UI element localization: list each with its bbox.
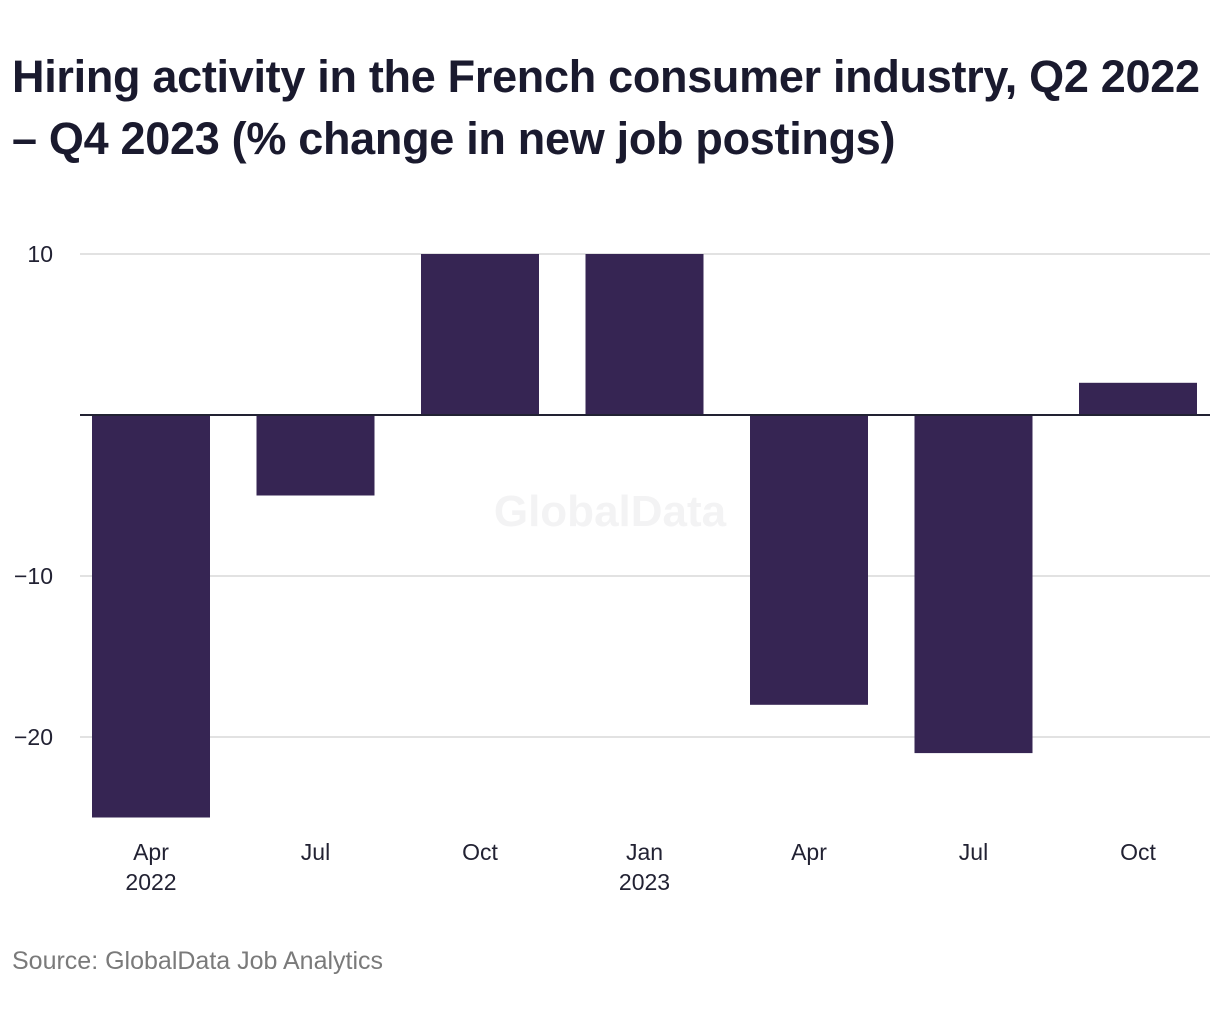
bar-oct-2022 xyxy=(421,254,539,415)
x-tick-label: Oct xyxy=(462,839,498,865)
x-tick-year-label: 2023 xyxy=(619,869,670,895)
x-tick-label: Jan xyxy=(626,839,663,865)
x-tick-label: Apr xyxy=(133,839,169,865)
chart-title: Hiring activity in the French consumer i… xyxy=(12,51,1200,164)
y-tick-label: 10 xyxy=(27,241,53,267)
bar-apr-2023 xyxy=(750,415,868,705)
bar-oct-2023 xyxy=(1079,382,1197,415)
x-tick-label: Oct xyxy=(1120,839,1156,865)
watermark-text: GlobalData xyxy=(494,487,727,536)
bar-jul-2022 xyxy=(256,415,375,496)
x-axis-ticks: Apr 2022 Jul Oct Jan 2023 Apr Jul Oct xyxy=(125,839,1156,895)
x-tick-label: Jul xyxy=(959,839,988,865)
y-tick-label: −10 xyxy=(14,563,53,589)
source-note: Source: GlobalData Job Analytics xyxy=(12,947,384,975)
x-tick-label: Apr xyxy=(791,839,827,865)
x-tick-label: Jul xyxy=(301,839,330,865)
y-tick-label: −20 xyxy=(14,724,53,750)
bar-jan-2023 xyxy=(585,254,704,415)
bar-jul-2023 xyxy=(914,415,1033,754)
x-tick-year-label: 2022 xyxy=(125,869,176,895)
bar-apr-2022 xyxy=(92,415,210,818)
y-axis-ticks: 10 −10 −20 xyxy=(14,241,53,750)
bars xyxy=(92,254,1197,818)
